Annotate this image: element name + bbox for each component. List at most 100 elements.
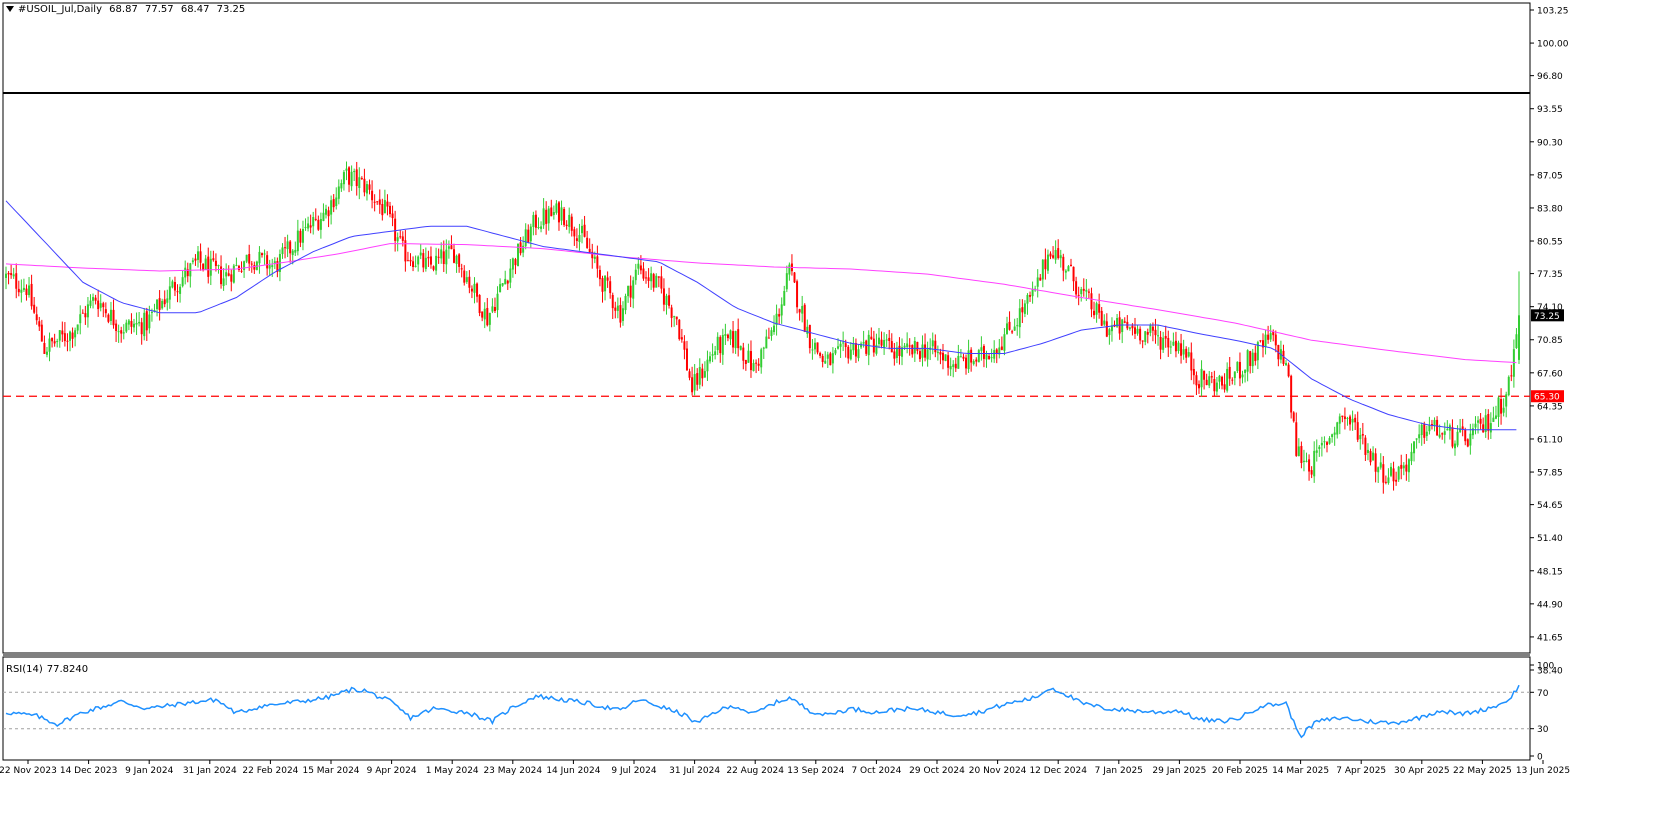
bull-candle (921, 344, 924, 358)
bear-candle (202, 263, 205, 270)
bull-candle (1515, 334, 1518, 349)
bear-candle (1500, 399, 1503, 414)
bull-candle (752, 363, 755, 371)
bear-candle (7, 272, 10, 275)
x-axis-tick-label: 13 Jun 2025 (1516, 766, 1570, 776)
bear-candle (81, 312, 84, 314)
bear-candle (1069, 264, 1072, 267)
price-pane[interactable] (2, 2, 1531, 654)
bear-candle (1154, 329, 1157, 336)
bull-candle (138, 321, 141, 324)
bull-candle (304, 226, 307, 228)
bear-candle (675, 316, 678, 320)
bear-candle (880, 339, 883, 346)
bear-candle (248, 254, 251, 264)
bull-candle (1433, 419, 1436, 426)
bear-candle (829, 353, 832, 366)
bear-candle (954, 363, 957, 369)
bear-candle (63, 333, 66, 342)
bear-candle (596, 256, 599, 269)
bear-candle (598, 269, 601, 280)
bull-candle (552, 211, 555, 215)
bull-candle (788, 264, 791, 275)
bear-candle (688, 371, 691, 378)
x-axis-tick-label: 14 Mar 2025 (1272, 766, 1329, 776)
bear-candle (647, 277, 650, 281)
bear-candle (61, 330, 64, 335)
bear-candle (995, 349, 998, 354)
bull-candle (345, 168, 348, 171)
level-price-badge-bg (1531, 390, 1564, 403)
bull-candle (831, 353, 834, 364)
bull-candle (906, 343, 909, 347)
bear-candle (1052, 255, 1055, 258)
bull-candle (1162, 337, 1165, 350)
bull-candle (291, 250, 294, 256)
bear-candle (199, 251, 202, 263)
bear-candle (115, 323, 118, 331)
bull-candle (860, 343, 863, 348)
bull-candle (1236, 361, 1239, 371)
bear-candle (1146, 332, 1149, 335)
bear-candle (1238, 361, 1241, 379)
bear-candle (33, 304, 36, 313)
bear-candle (15, 273, 18, 289)
bull-candle (1182, 349, 1185, 355)
bear-candle (1029, 295, 1032, 297)
bull-candle (1302, 460, 1305, 462)
y-axis-tick-label: 57.85 (1537, 469, 1563, 479)
bull-candle (867, 334, 870, 356)
bull-candle (235, 264, 238, 266)
bull-candle (143, 312, 146, 337)
bear-candle (163, 299, 166, 305)
bull-candle (1407, 459, 1410, 473)
y-axis-tick-label: 74.10 (1537, 303, 1563, 313)
rsi-header: RSI(14) 77.8240 (6, 664, 92, 675)
bull-candle (1026, 294, 1029, 304)
bear-candle (391, 213, 394, 219)
bear-candle (962, 356, 965, 359)
bull-candle (1315, 450, 1318, 453)
bull-candle (1046, 254, 1049, 271)
bull-candle (150, 312, 153, 314)
bull-candle (69, 331, 72, 341)
bear-candle (1310, 470, 1313, 475)
bull-candle (721, 335, 724, 355)
bull-candle (1016, 325, 1019, 327)
bull-candle (28, 285, 31, 296)
bear-candle (120, 330, 123, 334)
bull-candle (762, 347, 765, 349)
bull-candle (834, 350, 837, 354)
x-axis-tick-label: 7 Apr 2025 (1336, 766, 1386, 776)
bear-candle (854, 343, 857, 357)
bull-candle (711, 354, 714, 356)
bear-candle (1482, 424, 1485, 433)
bull-candle (765, 336, 768, 349)
bear-candle (793, 272, 796, 283)
bear-candle (872, 338, 875, 353)
symbol-dropdown-icon[interactable] (6, 6, 14, 12)
bull-candle (837, 346, 840, 349)
bull-candle (1456, 431, 1459, 446)
bear-candle (1131, 325, 1134, 329)
bear-candle (1221, 376, 1224, 386)
bear-candle (399, 236, 402, 238)
y-axis-tick-label: 70.85 (1537, 336, 1563, 346)
bull-candle (1149, 325, 1152, 333)
bear-candle (755, 362, 758, 364)
bull-candle (724, 333, 727, 336)
bull-candle (1413, 441, 1416, 454)
bull-candle (977, 350, 980, 363)
bull-candle (161, 301, 164, 309)
bear-candle (1021, 307, 1024, 313)
bull-candle (1246, 350, 1249, 372)
bull-candle (957, 355, 960, 369)
bull-candle (729, 330, 732, 340)
bear-candle (94, 297, 97, 301)
bull-candle (1418, 434, 1421, 439)
bear-candle (1231, 379, 1234, 381)
bull-candle (1366, 449, 1369, 454)
bear-candle (299, 230, 302, 243)
bull-candle (877, 337, 880, 345)
